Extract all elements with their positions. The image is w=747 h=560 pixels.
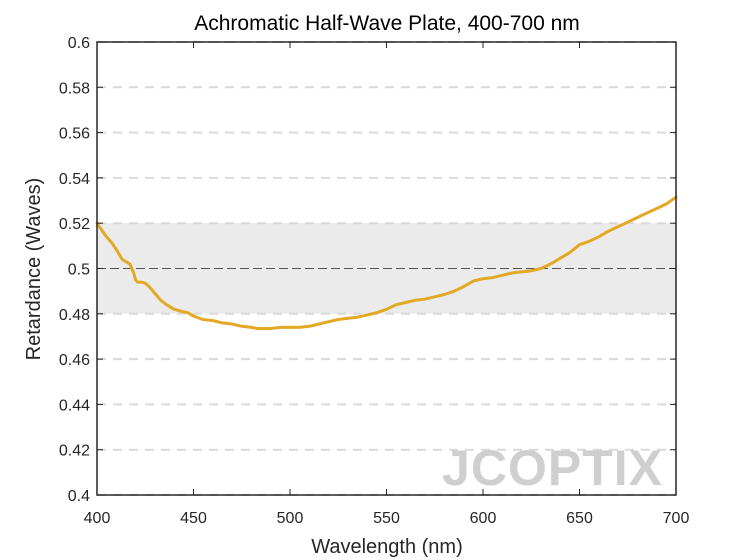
x-tick-label-6: 700	[663, 510, 690, 527]
tick-labels: 400 450 500 550 600 650 700 0.4 0.42 0.44 0.46 0.48…	[59, 35, 690, 527]
y-tick-label-7: 0.54	[59, 171, 90, 188]
y-tick-label-4: 0.48	[59, 307, 90, 324]
y-tick-label-10: 0.6	[68, 35, 90, 52]
x-tick-label-4: 600	[470, 510, 497, 527]
plot-area	[95, 41, 678, 496]
y-axis-label: Retardance (Waves)	[23, 178, 45, 361]
y-tick-label-2: 0.44	[59, 397, 90, 414]
y-tick-label-5: 0.5	[68, 262, 90, 279]
y-tick-label-0: 0.4	[68, 488, 90, 505]
x-tick-label-0: 400	[84, 510, 111, 527]
x-tick-label-3: 550	[373, 510, 400, 527]
x-tick-label-5: 650	[566, 510, 593, 527]
brand-watermark: JCOPTIX	[442, 440, 663, 496]
series-line-0	[95, 195, 678, 330]
x-tick-label-2: 500	[277, 510, 304, 527]
chart-title: Achromatic Half-Wave Plate, 400-700 nm	[194, 12, 580, 35]
y-tick-label-9: 0.58	[59, 80, 90, 97]
y-tick-label-6: 0.52	[59, 216, 90, 233]
x-axis-label: Wavelength (nm)	[311, 536, 463, 558]
axes-frame	[96, 41, 677, 496]
y-tick-label-3: 0.46	[59, 352, 90, 369]
y-tick-label-1: 0.42	[59, 443, 90, 460]
y-tick-label-8: 0.56	[59, 126, 90, 143]
x-tick-label-1: 450	[180, 510, 207, 527]
